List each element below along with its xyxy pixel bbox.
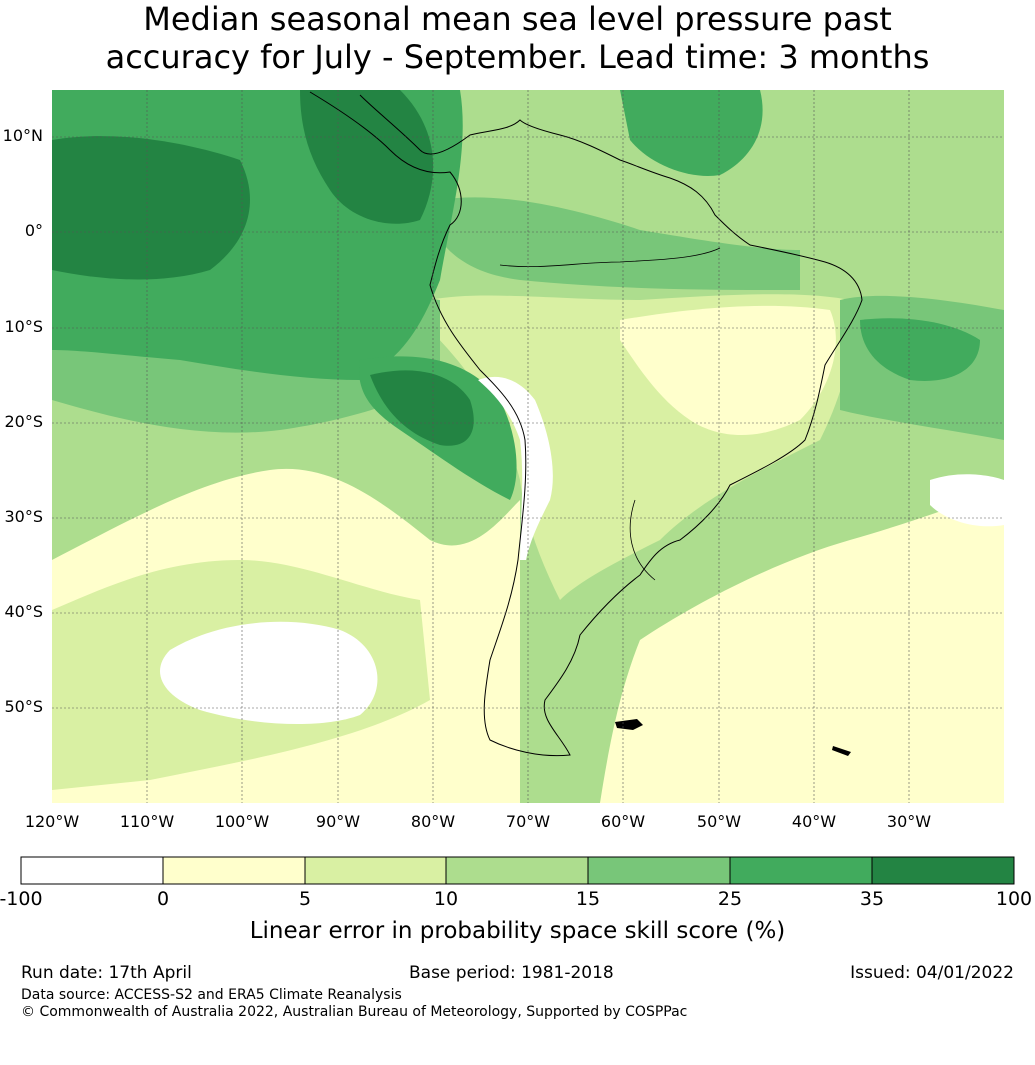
- colorbar-tick-1: -100: [0, 888, 43, 910]
- skill-zone-white-1: [160, 621, 378, 725]
- skill-zone-dark-3: [620, 90, 763, 176]
- lon-label-50w: 50°W: [696, 812, 742, 831]
- skill-zone-darkest-2: [300, 90, 434, 224]
- lat-label-20s: 20°S: [4, 412, 43, 431]
- lon-label-100w: 100°W: [214, 812, 270, 831]
- skill-zone-darkest-1: [52, 136, 250, 280]
- lon-label-90w: 90°W: [315, 812, 361, 831]
- lat-label-50s: 50°S: [4, 697, 43, 716]
- base-period: Base period: 1981-2018: [409, 963, 614, 983]
- falkland-islands: [615, 719, 643, 730]
- copyright: © Commonwealth of Australia 2022, Austra…: [21, 1004, 688, 1020]
- south-america-coastline: [309, 91, 863, 757]
- colorbar-segment-7: [872, 857, 1014, 884]
- colorbar-segment-6: [730, 857, 872, 884]
- colorbar-tick-2: 0: [156, 888, 170, 910]
- lon-label-60w: 60°W: [600, 812, 646, 831]
- lon-label-30w: 30°W: [886, 812, 932, 831]
- colorbar-segment-4: [446, 857, 588, 884]
- skill-zone-white-2: [930, 474, 1004, 527]
- colorbar: [20, 856, 1015, 885]
- rio-de-la-plata: [629, 499, 656, 581]
- colorbar-segment-5: [588, 857, 730, 884]
- colorbar-tick-3: 5: [298, 888, 312, 910]
- lon-label-40w: 40°W: [791, 812, 837, 831]
- colorbar-tick-7: 35: [859, 888, 885, 910]
- colorbar-segment-1: [21, 857, 163, 884]
- lat-label-30s: 30°S: [4, 507, 43, 526]
- run-date: Run date: 17th April: [21, 963, 192, 983]
- lon-label-110w: 110°W: [119, 812, 175, 831]
- data-source: Data source: ACCESS-S2 and ERA5 Climate …: [21, 987, 402, 1003]
- lat-label-0: 0°: [24, 221, 43, 240]
- colorbar-frame: [20, 856, 1015, 885]
- issued-date: Issued: 04/01/2022: [850, 963, 1014, 983]
- colorbar-tick-4: 10: [433, 888, 459, 910]
- skill-zone-andes: [478, 376, 553, 560]
- skill-zone-darkest-3: [370, 370, 474, 446]
- title-line-1: Median seasonal mean sea level pressure …: [143, 0, 892, 38]
- lon-label-120w: 120°W: [24, 812, 80, 831]
- colorbar-segment-3: [305, 857, 446, 884]
- title-line-2: accuracy for July - September. Lead time…: [105, 38, 930, 76]
- lat-label-40s: 40°S: [4, 602, 43, 621]
- skill-field: [52, 90, 1004, 803]
- gridlines: [52, 90, 1004, 803]
- lon-label-70w: 70°W: [505, 812, 551, 831]
- skill-zone-dark-4: [860, 318, 980, 381]
- skill-zone-pale-south-east: [600, 490, 1004, 803]
- colorbar-segment-2: [163, 857, 305, 884]
- lat-label-10s: 10°S: [4, 317, 43, 336]
- lat-label-10n: 10°N: [2, 126, 43, 145]
- lon-label-80w: 80°W: [410, 812, 456, 831]
- south-georgia: [832, 746, 851, 756]
- map-title: Median seasonal mean sea level pressure …: [0, 0, 1035, 76]
- colorbar-tick-5: 15: [575, 888, 601, 910]
- amazon-river: [499, 247, 721, 268]
- colorbar-label: Linear error in probability space skill …: [249, 918, 786, 944]
- colorbar-tick-8: 100: [995, 888, 1033, 910]
- colorbar-tick-6: 25: [717, 888, 743, 910]
- skill-zone-continent-pale: [620, 305, 836, 435]
